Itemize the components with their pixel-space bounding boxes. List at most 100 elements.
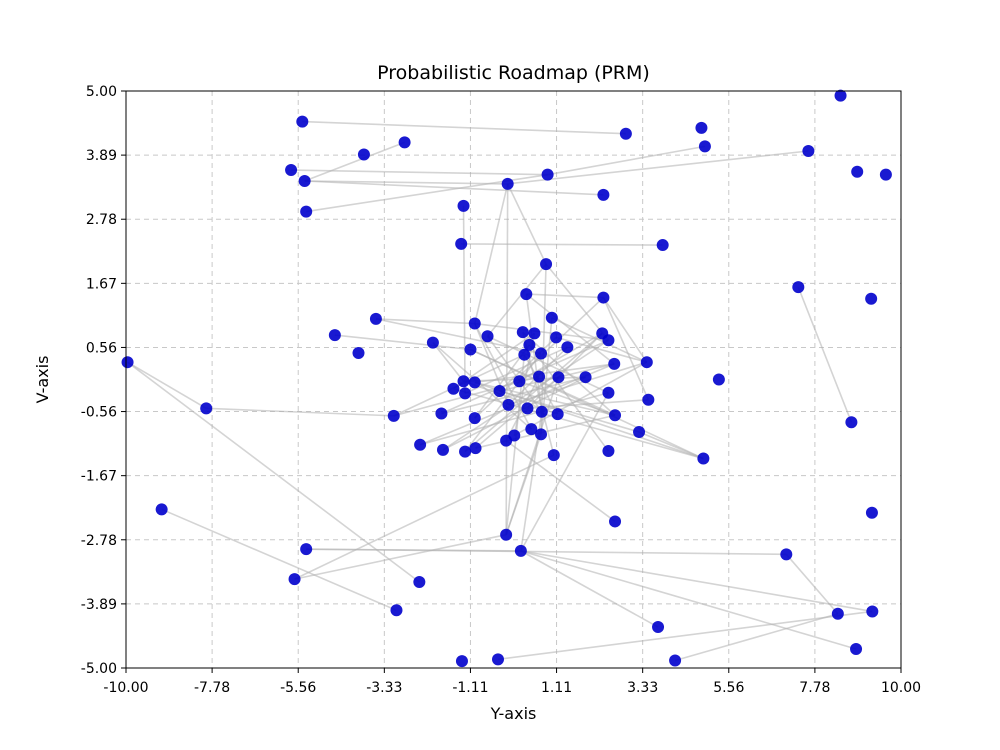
roadmap-node — [468, 376, 481, 389]
x-tick-label: 10.00 — [881, 680, 921, 696]
roadmap-edge — [526, 293, 604, 299]
x-tick-label: -7.78 — [194, 680, 230, 696]
y-tick-label: 5.00 — [86, 84, 117, 100]
x-tick-label: 5.56 — [713, 680, 744, 696]
roadmap-edge — [486, 263, 547, 337]
roadmap-node — [656, 239, 669, 252]
roadmap-edge — [505, 376, 560, 535]
roadmap-edge — [507, 150, 809, 185]
roadmap-node — [398, 136, 411, 149]
roadmap-node — [352, 346, 365, 359]
y-axis-label: V-axis — [33, 356, 52, 404]
roadmap-edge — [486, 335, 543, 413]
roadmap-node — [413, 576, 426, 589]
roadmap-edge — [513, 361, 648, 437]
roadmap-node — [697, 452, 710, 465]
roadmap-edge — [375, 318, 542, 355]
roadmap-node — [200, 402, 213, 415]
roadmap-node — [551, 408, 564, 421]
roadmap-node — [547, 449, 560, 462]
y-axis-ticks: -5.00 -3.89 -2.78 -1.67 -0.56 0.56 1.67 2.78 3.8… — [81, 84, 126, 677]
roadmap-node — [540, 258, 553, 271]
roadmap-edge — [674, 612, 839, 662]
roadmap-node — [468, 412, 481, 425]
roadmap-edge — [161, 508, 397, 612]
roadmap-node — [369, 312, 382, 325]
roadmap-node — [288, 573, 301, 586]
chart-title: Probabilistic Roadmap (PRM) — [377, 62, 650, 84]
roadmap-node — [865, 506, 878, 519]
roadmap-node — [493, 385, 506, 398]
roadmap-node — [436, 443, 449, 456]
roadmap-node — [851, 165, 864, 178]
roadmap-edge — [432, 342, 465, 382]
roadmap-node — [642, 393, 655, 406]
x-tick-label: -1.11 — [452, 680, 488, 696]
roadmap-node — [298, 175, 311, 188]
roadmap-edge — [505, 183, 509, 535]
roadmap-node — [652, 621, 665, 634]
roadmap-node — [552, 371, 565, 384]
roadmap-node — [780, 548, 793, 561]
roadmap-edge — [506, 183, 547, 265]
roadmap-node — [426, 336, 439, 349]
roadmap-edge — [505, 440, 616, 523]
roadmap-node — [481, 330, 494, 343]
roadmap-node — [500, 528, 513, 541]
roadmap-node — [518, 348, 531, 361]
roadmap-node — [455, 237, 468, 250]
roadmap-node — [435, 407, 448, 420]
roadmap-node — [528, 327, 541, 340]
roadmap-edge — [461, 243, 663, 246]
roadmap-node — [300, 543, 313, 556]
y-tick-label: -3.89 — [81, 597, 117, 613]
x-tick-label: 1.11 — [541, 680, 572, 696]
roadmap-node — [669, 654, 682, 667]
roadmap-node — [866, 605, 879, 618]
roadmap-edge — [473, 183, 509, 324]
y-tick-label: -2.78 — [81, 533, 117, 549]
roadmap-edge — [291, 169, 548, 176]
roadmap-edge — [442, 339, 609, 451]
roadmap-node — [525, 423, 538, 436]
roadmap-node — [447, 382, 460, 395]
roadmap-node — [602, 445, 615, 458]
roadmap-edge — [441, 376, 586, 415]
roadmap-node — [698, 140, 711, 153]
plot-frame — [125, 90, 902, 669]
roadmap-edge — [304, 180, 508, 185]
roadmap-node — [712, 373, 725, 386]
roadmap-node — [541, 168, 554, 181]
x-axis-ticks: -10.00 -7.78 -5.56 -3.33 -1.11 1.11 3.33 5.56 7.… — [103, 668, 921, 696]
roadmap-node — [619, 127, 632, 140]
roadmap-node — [468, 317, 481, 330]
roadmap-node — [550, 331, 563, 344]
roadmap-edge — [306, 548, 787, 556]
roadmap-node — [834, 89, 847, 102]
roadmap-node — [609, 515, 622, 528]
roadmap-edge — [520, 550, 873, 613]
x-tick-label: -5.56 — [280, 680, 316, 696]
roadmap-node — [155, 503, 168, 516]
roadmap-node — [300, 205, 313, 218]
roadmap-node — [845, 416, 858, 429]
roadmap-edge — [294, 533, 507, 580]
roadmap-node — [695, 121, 708, 134]
roadmap-edge — [294, 454, 555, 580]
roadmap-edge — [474, 322, 609, 342]
roadmap-edge — [464, 332, 603, 453]
roadmap-node — [414, 438, 427, 451]
roadmap-node — [520, 288, 533, 301]
roadmap-node — [390, 604, 403, 617]
roadmap-edge — [127, 361, 207, 410]
roadmap-edge — [797, 286, 853, 423]
y-tick-label: 1.67 — [86, 276, 117, 292]
roadmap-node — [457, 199, 470, 212]
roadmap-node — [792, 281, 805, 294]
roadmap-node — [513, 375, 526, 388]
x-tick-label: -3.33 — [366, 680, 402, 696]
roadmap-node — [535, 347, 548, 360]
x-tick-label: -10.00 — [103, 680, 148, 696]
y-tick-label: 0.56 — [86, 340, 117, 356]
